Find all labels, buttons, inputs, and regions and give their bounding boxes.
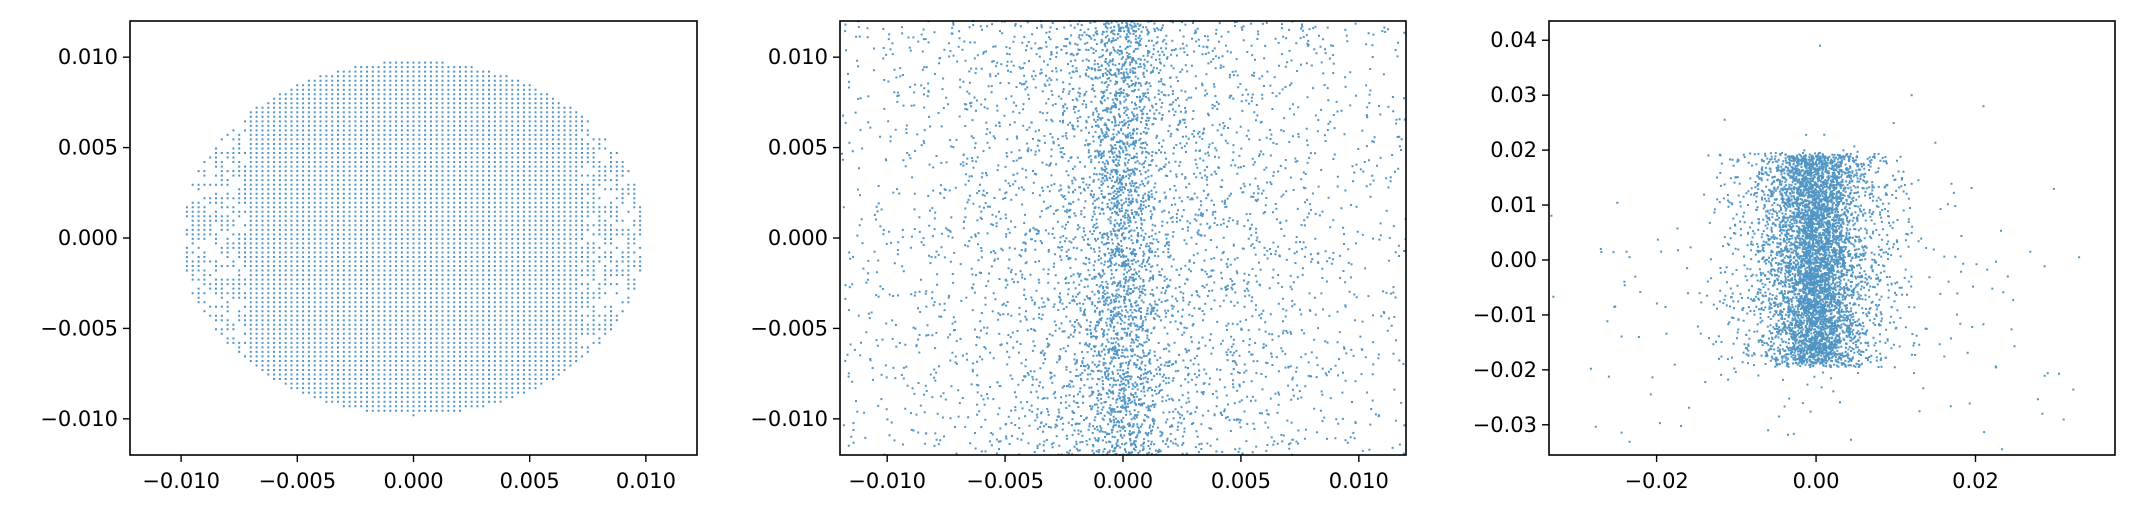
scatter-points-middle (841, 20, 1407, 456)
y-tick-label: 0.00 (1490, 248, 1537, 272)
x-axis-ticks-left: −0.010 −0.005 0.000 0.005 0.010 (142, 455, 676, 493)
x-tick-label: 0.005 (1211, 469, 1271, 493)
y-tick-label: −0.005 (750, 316, 828, 340)
x-tick-label: 0.010 (1329, 469, 1389, 493)
y-tick-label: 0.04 (1490, 28, 1537, 52)
scatter-panel-left: −0.010 −0.005 0.000 0.005 0.010 −0.010 −0.005… (40, 20, 698, 493)
x-tick-label: −0.005 (258, 469, 336, 493)
y-tick-label: 0.010 (58, 45, 118, 69)
y-tick-label: 0.010 (768, 45, 828, 69)
x-tick-label: −0.010 (848, 469, 926, 493)
y-tick-label: 0.000 (768, 226, 828, 250)
y-axis-ticks-middle: −0.010 −0.005 0.000 0.005 0.010 (750, 45, 840, 431)
y-tick-label: 0.03 (1490, 83, 1537, 107)
x-axis-ticks-right: −0.02 0.00 0.02 (1624, 455, 1999, 493)
x-tick-label: −0.005 (966, 469, 1044, 493)
y-tick-label: 0.02 (1490, 138, 1537, 162)
plot-frame-right (1548, 20, 2116, 456)
scatter-panel-middle: −0.010 −0.005 0.000 0.005 0.010 −0.010 −0.005… (750, 20, 1407, 493)
y-tick-label: −0.02 (1473, 358, 1537, 382)
x-tick-label: 0.000 (383, 469, 443, 493)
scatter-points-left (185, 61, 642, 417)
y-axis-ticks-left: −0.010 −0.005 0.000 0.005 0.010 (40, 45, 130, 431)
scatter-point-cloud (185, 61, 642, 417)
y-tick-label: 0.01 (1490, 193, 1537, 217)
x-tick-label: 0.00 (1793, 469, 1840, 493)
y-tick-label: −0.010 (40, 407, 118, 431)
y-tick-label: 0.005 (768, 136, 828, 160)
x-axis-ticks-middle: −0.010 −0.005 0.000 0.005 0.010 (848, 455, 1389, 493)
y-tick-label: −0.03 (1473, 413, 1537, 437)
y-tick-label: 0.005 (58, 136, 118, 160)
x-tick-label: 0.010 (616, 469, 676, 493)
scatter-panel-right: −0.02 0.00 0.02 −0.03 −0.02 −0.01 0.00 0.01 0.0… (1473, 20, 2116, 493)
y-tick-label: −0.010 (750, 407, 828, 431)
y-axis-ticks-right: −0.03 −0.02 −0.01 0.00 0.01 0.02 0.03 0.04 (1473, 28, 1549, 437)
x-tick-label: 0.000 (1093, 469, 1153, 493)
y-tick-label: −0.005 (40, 316, 118, 340)
y-tick-label: 0.000 (58, 226, 118, 250)
x-tick-label: −0.010 (142, 469, 220, 493)
x-tick-label: 0.02 (1952, 469, 1999, 493)
scatter-point-cloud (841, 20, 1407, 456)
x-tick-label: 0.005 (500, 469, 560, 493)
x-tick-label: −0.02 (1624, 469, 1688, 493)
y-tick-label: −0.01 (1473, 303, 1537, 327)
